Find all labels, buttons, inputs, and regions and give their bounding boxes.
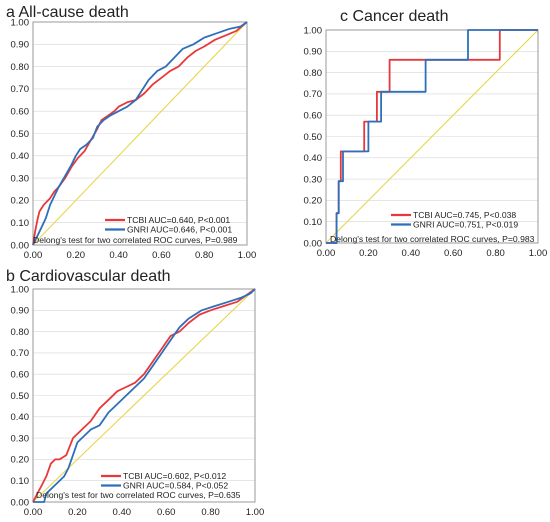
y-tick-label: 1.00 bbox=[11, 17, 30, 28]
y-tick-label: 0.90 bbox=[11, 40, 30, 51]
y-tick-label: 0.50 bbox=[11, 391, 30, 402]
y-tick-label: 0.20 bbox=[11, 455, 30, 466]
panel-title: a All-cause death bbox=[6, 4, 129, 21]
delong-note: Delong's test for two correlated ROC cur… bbox=[330, 234, 535, 244]
y-tick-label: 0.20 bbox=[11, 196, 30, 207]
x-tick-label: 0.00 bbox=[24, 507, 43, 518]
x-tick-label: 0.40 bbox=[113, 507, 132, 518]
x-tick-label: 0.60 bbox=[152, 250, 171, 261]
panel-title: b Cardiovascular death bbox=[6, 268, 171, 285]
y-tick-label: 0.30 bbox=[11, 173, 30, 184]
panel-title: c Cancer death bbox=[340, 8, 449, 25]
x-tick-label: 0.40 bbox=[109, 250, 128, 261]
delong-note: Delong's test for two correlated ROC cur… bbox=[33, 235, 238, 245]
plot-frame bbox=[32, 288, 256, 503]
x-tick-label: 0.80 bbox=[486, 248, 505, 259]
legend-label: GNRI AUC=0.584, P<0.052 bbox=[123, 481, 228, 491]
y-tick-label: 0.40 bbox=[304, 153, 323, 164]
reference-diagonal bbox=[325, 29, 539, 244]
x-tick-label: 0.20 bbox=[68, 507, 87, 518]
roc-curve-tcbi bbox=[32, 288, 256, 503]
x-tick-label: 0.00 bbox=[317, 248, 336, 259]
x-tick-label: 1.00 bbox=[529, 248, 548, 259]
y-tick-label: 0.60 bbox=[304, 111, 323, 122]
legend-label: GNRI AUC=0.751, P<0.019 bbox=[413, 220, 518, 230]
x-tick-label: 1.00 bbox=[246, 507, 265, 518]
y-tick-label: 0.80 bbox=[304, 68, 323, 79]
roc-curve-gnri bbox=[33, 288, 256, 503]
y-tick-label: 0.10 bbox=[11, 218, 30, 229]
y-tick-label: 0.70 bbox=[11, 348, 30, 359]
y-tick-label: 0.60 bbox=[11, 107, 30, 118]
roc-curve-gnri bbox=[32, 21, 248, 246]
roc-panel-b: b Cardiovascular death 0.00 0.10 0.20 0.30 0.… bbox=[6, 268, 264, 518]
x-tick-label: 0.20 bbox=[359, 248, 378, 259]
x-tick-label: 1.00 bbox=[238, 250, 257, 261]
y-tick-label: 0.70 bbox=[304, 89, 323, 100]
y-tick-label: 0.30 bbox=[304, 174, 323, 185]
x-tick-label: 0.60 bbox=[157, 507, 176, 518]
legend-label: TCBI AUC=0.745, P<0.038 bbox=[413, 210, 516, 220]
reference-diagonal bbox=[32, 288, 256, 503]
y-tick-label: 0.00 bbox=[304, 238, 323, 249]
y-tick-label: 0.90 bbox=[304, 47, 323, 58]
roc-panel-c: c Cancer death 0.00 0.10 0.20 0.30 0.40 0.50 0.… bbox=[304, 8, 548, 259]
y-tick-label: 0.00 bbox=[11, 240, 30, 251]
y-tick-label: 0.80 bbox=[11, 327, 30, 338]
y-tick-label: 0.90 bbox=[11, 306, 30, 317]
legend-label: TCBI AUC=0.602, P<0.012 bbox=[123, 471, 226, 481]
roc-curve-gnri bbox=[326, 29, 538, 244]
plot-frame bbox=[32, 21, 248, 246]
y-tick-label: 0.50 bbox=[304, 132, 323, 143]
x-tick-label: 0.00 bbox=[24, 250, 43, 261]
y-tick-label: 0.20 bbox=[304, 196, 323, 207]
x-tick-label: 0.60 bbox=[444, 248, 463, 259]
y-tick-label: 0.10 bbox=[11, 476, 30, 487]
y-tick-label: 0.40 bbox=[11, 151, 30, 162]
x-tick-label: 0.40 bbox=[402, 248, 421, 259]
y-tick-label: 0.60 bbox=[11, 370, 30, 381]
y-tick-label: 0.00 bbox=[11, 497, 30, 508]
y-tick-label: 1.00 bbox=[304, 25, 323, 36]
y-tick-label: 0.40 bbox=[11, 412, 30, 423]
y-tick-label: 0.10 bbox=[304, 217, 323, 228]
delong-note: Delong's test for two correlated ROC cur… bbox=[36, 490, 241, 500]
roc-curve-tcbi bbox=[32, 21, 248, 246]
y-tick-label: 0.50 bbox=[11, 129, 30, 140]
x-tick-label: 0.80 bbox=[195, 250, 214, 261]
roc-panel-a: a All-cause death 0.00 0.10 0.20 0.30 0.40 0.5… bbox=[6, 4, 256, 261]
y-tick-label: 0.70 bbox=[11, 84, 30, 95]
x-tick-label: 0.80 bbox=[201, 507, 220, 518]
legend-label: GNRI AUC=0.646, P<0.001 bbox=[127, 225, 232, 235]
plot-frame bbox=[325, 29, 539, 244]
reference-diagonal bbox=[32, 21, 248, 246]
x-tick-label: 0.20 bbox=[67, 250, 86, 261]
y-tick-label: 0.80 bbox=[11, 62, 30, 73]
legend-label: TCBI AUC=0.640, P<0.001 bbox=[127, 215, 230, 225]
y-tick-label: 1.00 bbox=[11, 284, 30, 295]
y-tick-label: 0.30 bbox=[11, 433, 30, 444]
